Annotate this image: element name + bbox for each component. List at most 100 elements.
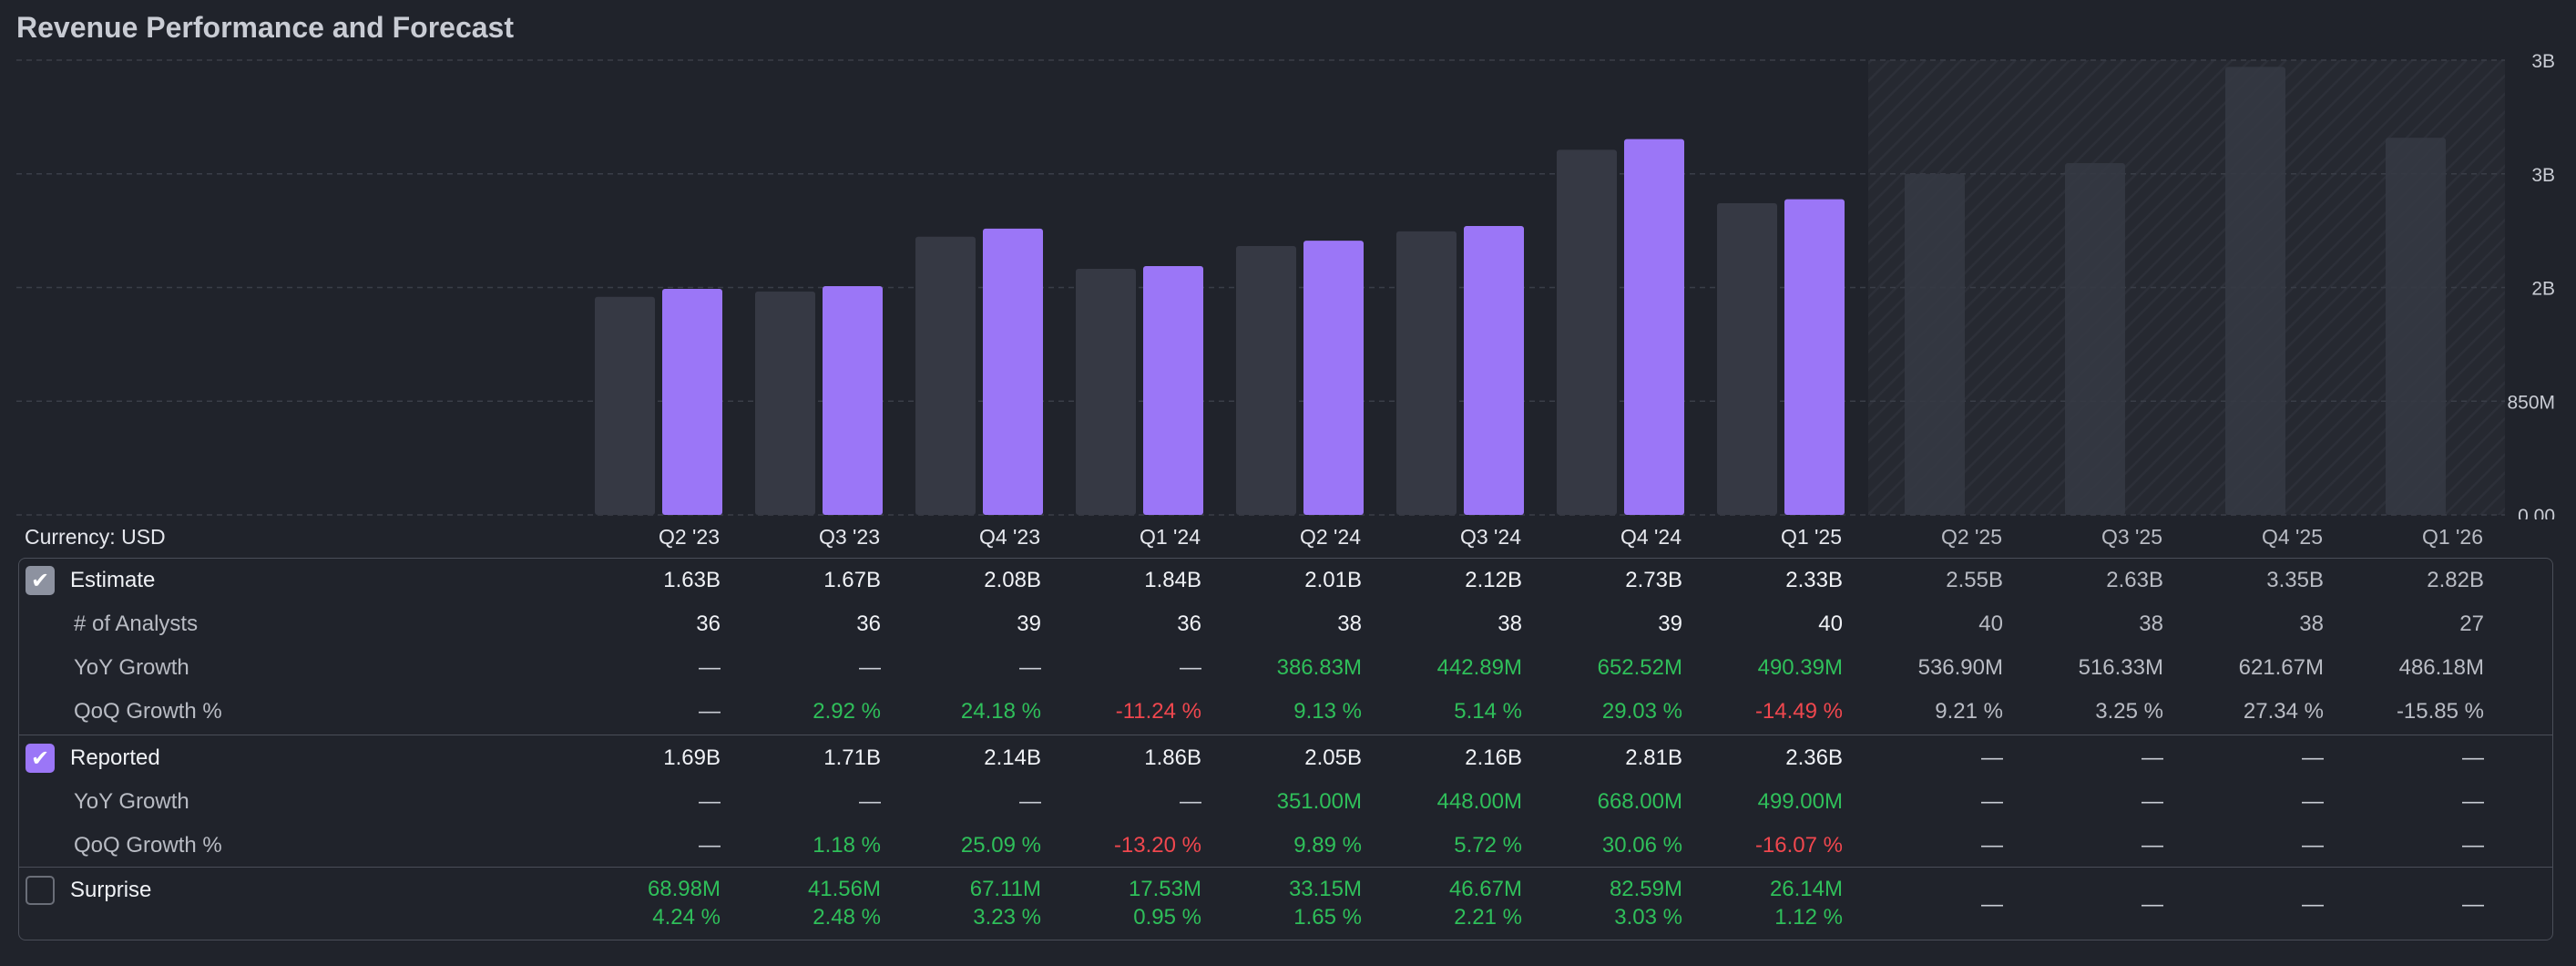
- table-cell: —: [2302, 745, 2324, 770]
- surprise-group: Surprise 68.98M 4.24 % 41.56M 2.48 % 67.11M 3…: [19, 867, 2552, 940]
- surprise-percent: 3.03 %: [1614, 905, 1682, 930]
- row-label: YoY Growth: [74, 789, 189, 814]
- table-cell: 38: [2139, 611, 2163, 636]
- quarter-label: Q3 '24: [1459, 525, 1521, 549]
- surprise-checkbox[interactable]: [26, 876, 55, 905]
- check-icon: ✔: [30, 568, 50, 593]
- table-cell: 2.16B: [1465, 745, 1522, 770]
- table-cell: 30.06 %: [1601, 833, 1682, 858]
- table-cell: 442.89M: [1436, 655, 1522, 680]
- surprise-amount: 17.53M: [1128, 877, 1201, 901]
- quarter-label: Q4 '24: [1620, 525, 1682, 549]
- table-cell: 25.09 %: [960, 833, 1041, 858]
- surprise-amount: 41.56M: [807, 877, 881, 901]
- table-cell: -16.07 %: [1754, 833, 1843, 858]
- quarter-label: Q4 '23: [978, 525, 1040, 549]
- table-cell: —: [1019, 789, 1041, 814]
- table-cell: —: [1981, 892, 2003, 917]
- table-cell: —: [1981, 789, 2003, 814]
- reported-checkbox[interactable]: ✔: [26, 744, 55, 773]
- surprise-amount: 46.67M: [1448, 877, 1522, 901]
- reported-bar: [1303, 241, 1364, 515]
- quarter-label: Q1 '26: [2421, 525, 2483, 549]
- table-cell: 499.00M: [1757, 789, 1843, 814]
- table-cell: 46.67M 2.21 %: [1363, 875, 1522, 931]
- row-label: Estimate: [70, 568, 156, 592]
- reported-row: ✔ Reported 1.69B 1.71B 2.14B 1.86B 2.05B 2.16…: [19, 736, 2552, 780]
- table-cell: 1.69B: [663, 745, 721, 770]
- estimate-bar: [1076, 268, 1136, 515]
- table-cell: 2.63B: [2106, 568, 2163, 592]
- table-cell: 2.92 %: [813, 699, 881, 724]
- table-cell: 41.56M 2.48 %: [721, 875, 881, 931]
- estimate-bar: [595, 296, 655, 515]
- revenue-chart: 0.00 850M 2B 3B 3B: [16, 51, 2555, 519]
- table-cell: 67.11M 3.23 %: [882, 875, 1041, 931]
- table-cell: 2.12B: [1465, 568, 1522, 592]
- table-cell: 486.18M: [2398, 655, 2484, 680]
- surprise-amount: 67.11M: [969, 877, 1041, 901]
- table-cell: —: [2462, 833, 2484, 858]
- reported-bar: [1624, 139, 1684, 515]
- table-cell: -11.24 %: [1115, 699, 1201, 724]
- surprise-percent: 3.23 %: [973, 905, 1041, 930]
- table-cell: —: [699, 789, 721, 814]
- surprise-amount: 82.59M: [1609, 877, 1682, 901]
- table-cell: 38: [1498, 611, 1522, 636]
- table-cell: 2.33B: [1785, 568, 1843, 592]
- table-cell: —: [699, 833, 721, 858]
- surprise-percent: 2.21 %: [1454, 905, 1522, 930]
- y-tick-label: 0.00: [2518, 506, 2555, 519]
- surprise-amount: 33.15M: [1288, 877, 1362, 901]
- table-cell: 27: [2459, 611, 2484, 636]
- table-cell: 490.39M: [1757, 655, 1843, 680]
- quarter-label: Q2 '23: [658, 525, 720, 549]
- surprise-percent: 1.12 %: [1774, 905, 1843, 930]
- table-cell: 3.35B: [2266, 568, 2324, 592]
- estimate-bar: [1717, 203, 1777, 515]
- check-icon: ✔: [30, 745, 50, 771]
- table-cell: 386.83M: [1276, 655, 1362, 680]
- table-cell: 40: [1818, 611, 1843, 636]
- table-cell: -15.85 %: [2396, 699, 2484, 724]
- reported-yoy-row: YoY Growth — — — — 351.00M 448.00M 668.00M 499.…: [19, 780, 2552, 824]
- estimate-bar: [1236, 246, 1296, 515]
- table-cell: —: [2302, 833, 2324, 858]
- table-cell: 9.13 %: [1293, 699, 1362, 724]
- table-cell: 2.05B: [1304, 745, 1362, 770]
- table-cell: 2.55B: [1946, 568, 2003, 592]
- table-cell: —: [2142, 789, 2163, 814]
- row-label: Reported: [70, 745, 160, 770]
- table-cell: —: [2462, 789, 2484, 814]
- reported-bar: [1464, 225, 1524, 516]
- surprise-amount: 68.98M: [647, 877, 721, 901]
- estimate-bar: [2386, 138, 2446, 515]
- table-cell: 27.34 %: [2243, 699, 2324, 724]
- reported-group: ✔ Reported 1.69B 1.71B 2.14B 1.86B 2.05B 2.16…: [19, 735, 2552, 868]
- table-cell: 351.00M: [1276, 789, 1362, 814]
- table-cell: —: [2142, 833, 2163, 858]
- table-cell: 5.72 %: [1454, 833, 1522, 858]
- table-cell: —: [2302, 892, 2324, 917]
- table-cell: 1.63B: [663, 568, 721, 592]
- estimate-checkbox[interactable]: ✔: [26, 566, 55, 595]
- quarter-label: Q4 '25: [2261, 525, 2323, 549]
- currency-label: Currency: USD: [25, 525, 166, 549]
- table-cell: 68.98M 4.24 %: [561, 875, 721, 931]
- reported-bar: [1143, 266, 1203, 515]
- estimate-row: ✔ Estimate 1.63B 1.67B 2.08B 1.84B 2.01B 2.12…: [19, 559, 2552, 602]
- table-cell: —: [699, 699, 721, 724]
- table-cell: —: [859, 789, 881, 814]
- estimate-yoy-row: YoY Growth — — — — 386.83M 442.89M 652.52M 490.…: [19, 646, 2552, 690]
- table-cell: —: [2462, 892, 2484, 917]
- reported-bar: [823, 286, 883, 515]
- quarter-label: Q3 '25: [2101, 525, 2162, 549]
- surprise-row: Surprise 68.98M 4.24 % 41.56M 2.48 % 67.11M 3…: [19, 868, 2552, 940]
- reported-bar: [662, 288, 722, 515]
- table-cell: —: [1180, 789, 1201, 814]
- table-cell: 9.89 %: [1293, 833, 1362, 858]
- quarter-label: Q2 '25: [1940, 525, 2002, 549]
- table-cell: —: [2142, 745, 2163, 770]
- table-cell: —: [859, 655, 881, 680]
- surprise-amount: 26.14M: [1769, 877, 1843, 901]
